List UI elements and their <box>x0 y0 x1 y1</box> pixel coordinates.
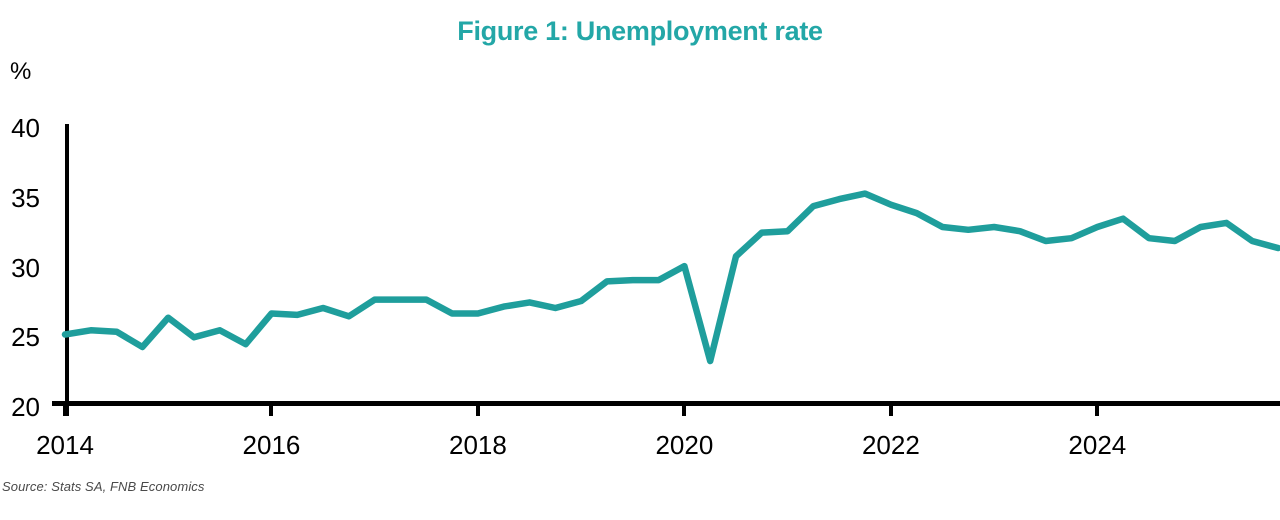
y-axis-tick-label: 30 <box>11 252 40 283</box>
figure-title: Figure 1: Unemployment rate <box>457 16 823 46</box>
x-axis-tick <box>475 401 480 416</box>
y-axis-tick-label: 20 <box>11 392 40 422</box>
y-axis-tick-label: 35 <box>11 182 40 213</box>
y-axis-line <box>65 124 69 416</box>
x-axis-tick-label: 2016 <box>242 430 301 460</box>
unemployment-rate-line <box>61 190 1280 365</box>
y-axis-tick-label: 40 <box>11 113 40 143</box>
x-axis-tick <box>63 401 67 416</box>
source-note: Source: Stats SA, FNB Economics <box>2 479 205 494</box>
x-axis-tick-label: 2024 <box>1068 430 1127 460</box>
x-axis-tick-label: 2018 <box>449 430 507 460</box>
x-axis-tick-label: 2014 <box>36 430 94 460</box>
x-axis-tick <box>269 401 274 416</box>
x-axis-tick <box>1095 401 1100 416</box>
x-axis-tick-label: 2022 <box>861 430 920 460</box>
y-axis-unit-label: % <box>10 58 32 85</box>
x-axis-tick <box>888 401 893 416</box>
y-axis-tick-label: 25 <box>11 322 40 353</box>
x-axis-tick <box>682 401 687 416</box>
x-axis-line <box>52 401 1280 406</box>
x-axis-tick-label: 2020 <box>655 430 714 460</box>
